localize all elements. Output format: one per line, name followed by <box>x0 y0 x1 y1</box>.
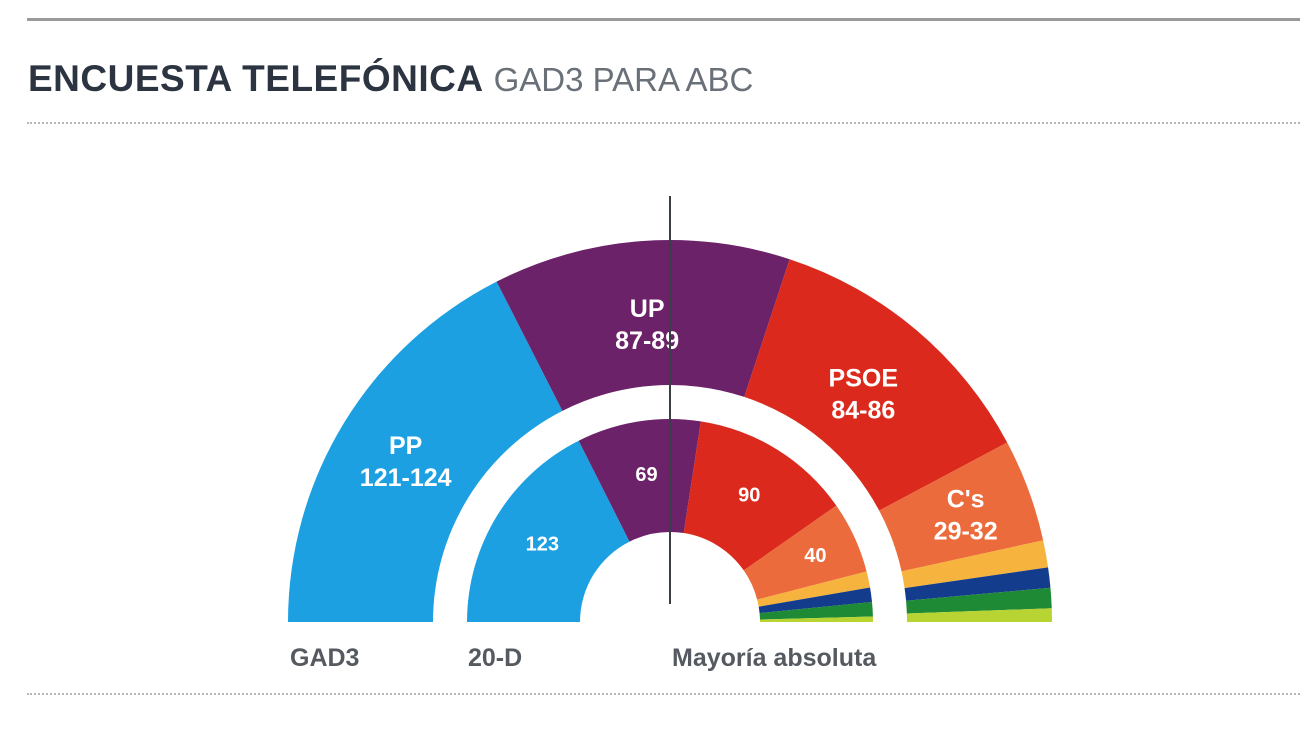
outer-value-c-s: 29-32 <box>934 517 998 545</box>
outer-seat-arc-c-s <box>879 442 1044 572</box>
chart-subtitle: GAD3 PARA ABC <box>493 61 754 98</box>
title-divider <box>27 122 1300 124</box>
outer-seat-arc-minor-7 <box>906 608 1052 622</box>
chart-header: ENCUESTA TELEFÓNICA GAD3 PARA ABC <box>28 58 753 100</box>
outer-seat-arc-minor-4 <box>901 540 1049 589</box>
inner-seat-arc-minor-5 <box>758 587 873 614</box>
inner-value-psoe: 90 <box>738 485 760 507</box>
outer-value-up: 87-89 <box>615 327 679 355</box>
outer-seat-arc-minor-5 <box>904 567 1051 601</box>
outer-label-psoe: PSOE <box>829 365 898 393</box>
top-rule <box>27 18 1300 21</box>
outer-label-up: UP <box>630 295 665 323</box>
outer-label-pp: PP <box>389 432 422 460</box>
outer-value-pp: 121-124 <box>360 464 452 492</box>
outer-label-c-s: C's <box>947 485 985 513</box>
inner-seat-arc-minor-4 <box>757 571 871 607</box>
inner-seat-arc-c-s <box>743 505 867 600</box>
inner-seat-arc-psoe <box>683 421 837 571</box>
inner-value-up: 69 <box>635 464 657 486</box>
outer-seat-arc-up <box>496 240 790 411</box>
outer-seat-arc-minor-6 <box>906 587 1052 614</box>
outer-value-psoe: 84-86 <box>831 397 895 425</box>
majority-line-label: Mayoría absoluta <box>672 644 877 672</box>
chart-title: ENCUESTA TELEFÓNICA <box>28 58 484 99</box>
inner-value-pp: 123 <box>526 533 559 555</box>
outer-seat-arc-psoe <box>744 259 1008 511</box>
series-label-20-d: 20-D <box>468 644 522 672</box>
inner-seat-arc-pp <box>467 440 630 622</box>
inner-seat-arc-minor-6 <box>759 601 873 620</box>
bottom-divider <box>27 693 1300 695</box>
inner-seat-arc-minor-7 <box>759 616 873 622</box>
series-label-gad3: GAD3 <box>290 644 359 672</box>
outer-seat-arc-pp <box>288 281 563 622</box>
inner-value-c-s: 40 <box>804 545 826 567</box>
